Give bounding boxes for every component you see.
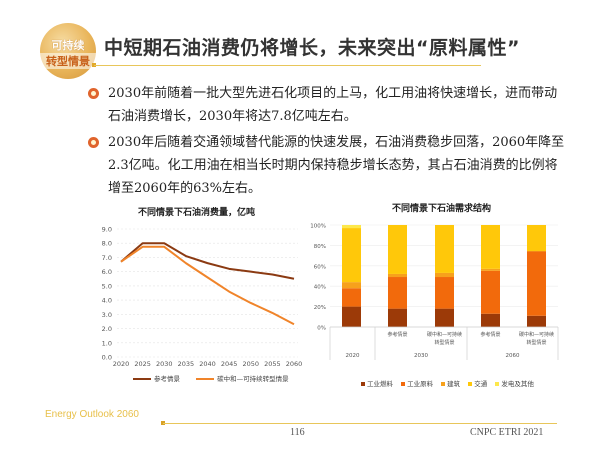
y-tick-label: 100% (310, 224, 326, 230)
legend-swatch-icon (468, 382, 473, 386)
bar-segment (388, 225, 407, 274)
x-tick-label: 2040 (199, 360, 216, 368)
footer-publisher: CNPC ETRI 2021 (470, 427, 544, 438)
y-tick-label: 60% (314, 264, 326, 270)
legend-swatch-icon (196, 378, 215, 380)
x-tick-label: 2055 (264, 360, 281, 368)
legend-item-industrial-fuel: 工业燃料 (355, 380, 393, 388)
legend-item-power-other: 发电及其他 (489, 380, 534, 388)
legend-item-building: 建筑 (435, 380, 460, 388)
category-label: 碳中和—可持续 (519, 331, 554, 338)
legend-swatch-icon (401, 382, 406, 386)
y-tick-label: 3.0 (102, 311, 112, 319)
bullet-item: 2030年前随着一批大型先进石化项目的上马，化工用油将快速增长，进而带动石油消费… (88, 82, 568, 128)
bar-segment (435, 272, 454, 278)
bullet-icon (88, 137, 99, 148)
bar-chart-legend: 工业燃料 工业原料 建筑 交通 发电及其他 (355, 378, 534, 388)
badge-line2: 转型情景 (38, 53, 98, 69)
bar-segment (435, 225, 454, 273)
x-tick-label: 2060 (286, 360, 303, 368)
group-label: 2030 (414, 353, 428, 359)
footer-divider (163, 423, 557, 424)
y-tick-label: 0.0 (102, 354, 112, 362)
page-number: 116 (290, 427, 305, 438)
bar-segment (388, 308, 407, 327)
page-title: 中短期石油消费仍将增长，未来突出“原料属性” (104, 37, 520, 59)
x-tick-label: 2030 (156, 360, 173, 368)
bar-segment (481, 270, 500, 314)
line-chart-legend: 参考情景 碳中和—可持续转型情景 (133, 373, 303, 383)
legend-swatch-icon (441, 382, 446, 386)
bar-segment (527, 315, 546, 327)
y-tick-label: 20% (314, 305, 326, 311)
bar-segment (527, 251, 546, 252)
legend-swatch-icon (133, 378, 151, 380)
y-tick-label: 0% (317, 326, 326, 332)
category-label: 碳中和—可持续 (427, 331, 462, 338)
legend-item-transport: 交通 (462, 380, 487, 388)
bar-segment (342, 306, 361, 327)
y-tick-label: 5.0 (102, 282, 112, 290)
category-label: 参考情景 (480, 331, 500, 338)
line-chart-title: 不同情景下石油消费量，亿吨 (138, 208, 256, 218)
legend-item-carbon-neutral: 碳中和—可持续转型情景 (196, 375, 289, 383)
bar-segment (342, 282, 361, 289)
bullet-icon (88, 88, 99, 99)
group-label: 2020 (346, 353, 360, 359)
y-tick-label: 7.0 (102, 254, 112, 262)
y-tick-label: 4.0 (102, 297, 112, 305)
bar-segment (388, 273, 407, 278)
x-tick-label: 2035 (178, 360, 195, 368)
bar-chart-title: 不同情景下石油需求结构 (392, 204, 492, 214)
bar-segment (342, 288, 361, 307)
bullet-text: 2030年后随着交通领域替代能源的快速发展，石油消费稳步回落，2060年降至2.… (108, 135, 565, 196)
bar-segment (481, 313, 500, 327)
x-tick-label: 2025 (134, 360, 151, 368)
x-tick-label: 2050 (242, 360, 259, 368)
bar-segment (527, 225, 546, 252)
footer-report-name: Energy Outlook 2060 (45, 409, 139, 420)
legend-item-reference: 参考情景 (133, 375, 182, 383)
bar-segment (342, 225, 361, 229)
title-divider (94, 65, 481, 66)
bar-segment (342, 228, 361, 283)
y-tick-label: 2.0 (102, 325, 112, 333)
category-label: 参考情景 (387, 331, 407, 338)
bar-segment (527, 251, 546, 316)
series-line (120, 245, 295, 326)
legend-item-industrial-feedstock: 工业原料 (395, 380, 433, 388)
bar-segment (435, 308, 454, 327)
y-tick-label: 1.0 (102, 339, 112, 347)
group-label: 2060 (506, 353, 520, 359)
y-tick-label: 6.0 (102, 268, 112, 276)
bar-segment (481, 225, 500, 269)
legend-swatch-icon (495, 382, 500, 386)
y-tick-label: 8.0 (102, 240, 112, 248)
bullet-item: 2030年后随着交通领域替代能源的快速发展，石油消费稳步回落，2060年降至2.… (88, 131, 568, 200)
category-label: 转型情景 (526, 339, 546, 346)
scenario-badge: 可持续 转型情景 (38, 23, 98, 79)
y-tick-label: 80% (314, 244, 326, 250)
y-tick-label: 40% (314, 285, 326, 291)
bullet-list: 2030年前随着一批大型先进石化项目的上马，化工用油将快速增长，进而带动石油消费… (88, 82, 568, 203)
bar-segment (388, 277, 407, 309)
x-tick-label: 2045 (221, 360, 238, 368)
bar-segment (481, 268, 500, 271)
legend-swatch-icon (361, 382, 365, 386)
bar-segment (435, 277, 454, 309)
series-line (120, 242, 295, 280)
bullet-text: 2030年前随着一批大型先进石化项目的上马，化工用油将快速增长，进而带动石油消费… (108, 86, 558, 124)
y-tick-label: 9.0 (102, 226, 112, 234)
badge-line1: 可持续 (51, 39, 85, 52)
x-tick-label: 2020 (113, 360, 130, 368)
category-label: 转型情景 (434, 339, 454, 346)
